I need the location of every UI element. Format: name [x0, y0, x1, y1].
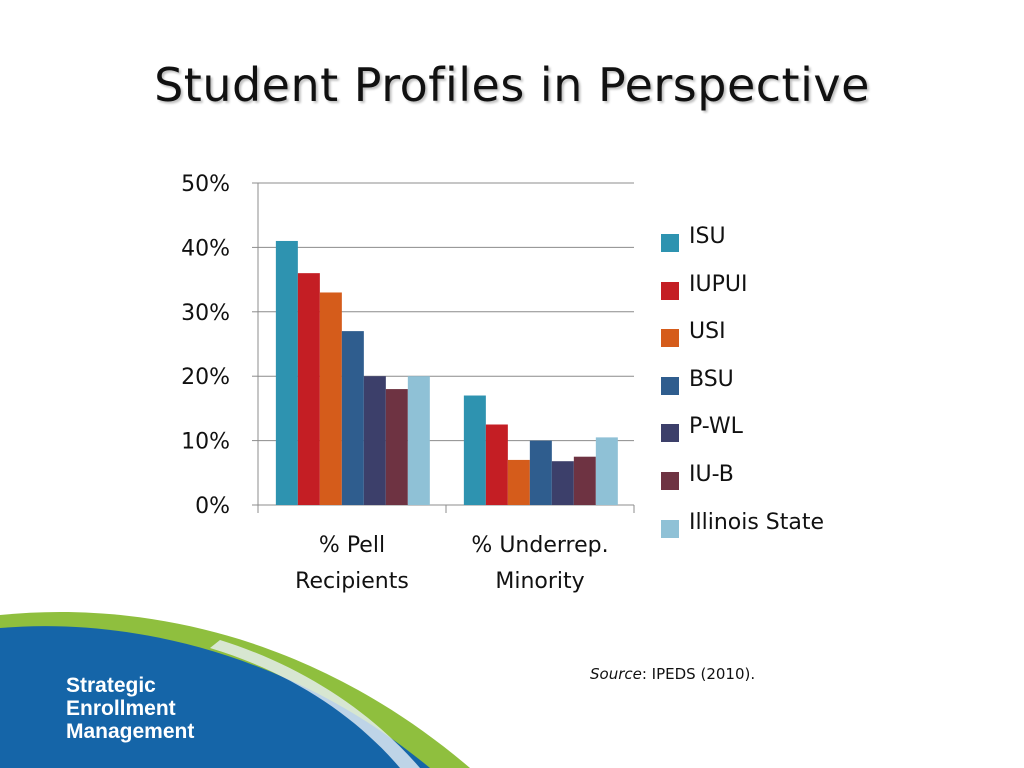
legend-swatch [661, 281, 679, 300]
bar-isu [275, 240, 298, 505]
bar-bsu [341, 331, 364, 505]
brand-line: Management [66, 720, 195, 743]
brand-logo-text: Strategic Enrollment Management [66, 674, 194, 743]
source-note: Source: IPEDS (2010). [590, 665, 755, 683]
bar-iu-b [385, 389, 408, 505]
brand-line: Strategic [66, 674, 156, 697]
legend-swatch [661, 519, 679, 538]
footer-light-edge [210, 640, 420, 768]
bar-usi [507, 459, 530, 505]
legend-swatch [661, 424, 679, 443]
legend-swatch [661, 234, 679, 252]
brand-line: Enrollment [66, 697, 176, 720]
y-tick-label: 40% [181, 236, 230, 261]
source-label: Source [590, 665, 642, 683]
bar-illinois-state [407, 376, 430, 505]
slide-title: Student Profiles in Perspective [154, 58, 870, 112]
bar-iupui [297, 273, 320, 505]
bar-chart: 0% 10% 20% 30% 40% 50% [181, 172, 635, 519]
bar-p-wl [551, 461, 574, 505]
y-tick-label: 50% [181, 172, 230, 197]
bar-p-wl [363, 376, 386, 505]
y-tick-label: 30% [181, 301, 230, 326]
bar-iu-b [573, 456, 596, 505]
source-text: : IPEDS (2010). [641, 665, 756, 683]
bar-illinois-state [595, 437, 618, 505]
y-tick-label: 20% [181, 365, 230, 390]
x-category-label-minority: % Underrep. Minority [430, 528, 650, 600]
legend-label: BSU [689, 366, 734, 392]
x-category-label-line: Recipients [295, 569, 409, 594]
bar-bsu [529, 440, 552, 505]
footer-blue-band [0, 626, 430, 768]
legend-label: ISU [689, 224, 726, 249]
legend-swatch [661, 471, 679, 490]
legend-swatch [661, 376, 679, 395]
legend-label: Illinois State [689, 509, 825, 535]
x-category-label-line: % Underrep. [471, 533, 609, 558]
legend-label: IU-B [689, 461, 734, 487]
legend-swatch [661, 329, 679, 348]
x-category-label-pell: % Pell Recipients [242, 528, 462, 600]
legend-label: IUPUI [689, 271, 748, 297]
x-category-label-line: % Pell [318, 533, 386, 558]
legend-label: P-WL [689, 414, 743, 440]
x-category-label-line: Minority [495, 569, 585, 594]
bar-usi [319, 292, 342, 505]
y-tick-label: 0% [195, 494, 230, 519]
bar-iupui [485, 424, 508, 505]
bar-isu [463, 395, 486, 505]
y-tick-label: 10% [181, 430, 230, 455]
legend-label: USI [689, 319, 726, 345]
